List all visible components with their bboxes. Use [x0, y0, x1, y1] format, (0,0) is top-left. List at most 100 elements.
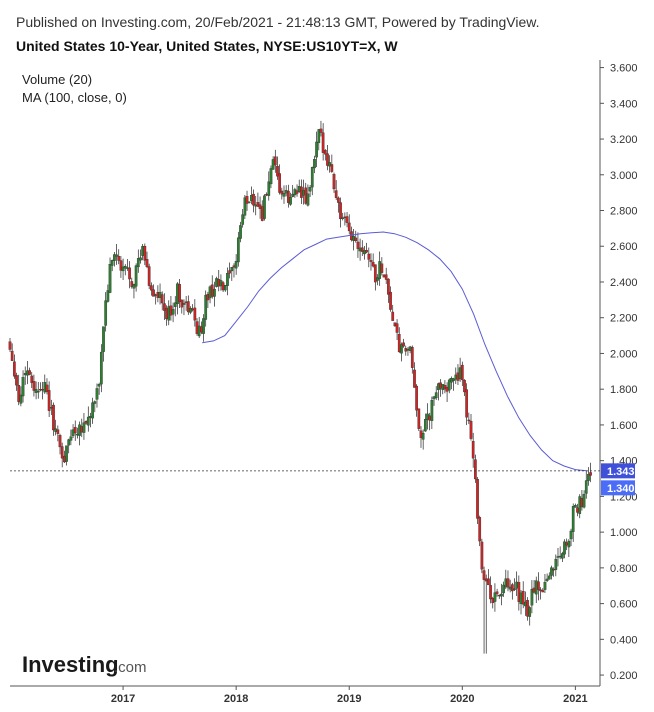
- candle-down: [521, 591, 525, 605]
- candle-up: [584, 480, 588, 494]
- candle-down: [12, 361, 16, 377]
- candle-down: [389, 291, 392, 310]
- y-tick-label: 0.200: [610, 670, 638, 682]
- y-tick-label: 3.200: [610, 134, 638, 146]
- candle-up: [173, 302, 177, 307]
- candle-up: [36, 390, 40, 393]
- x-tick-label: 2021: [563, 693, 587, 705]
- candle-down: [417, 408, 421, 429]
- candle-down: [334, 190, 338, 198]
- candle-up: [104, 300, 108, 326]
- legend-ma: MA (100, close, 0): [22, 90, 127, 105]
- candle-down: [276, 166, 279, 177]
- candle-up: [93, 401, 97, 404]
- candle-down: [410, 347, 414, 368]
- candle-up: [528, 607, 532, 617]
- candle-down: [495, 591, 499, 594]
- investing-logo: Investing .com: [22, 652, 147, 677]
- candle-down: [119, 260, 123, 271]
- candle-up: [269, 168, 273, 185]
- candle-up: [543, 582, 547, 590]
- candle-up: [204, 294, 208, 320]
- candle-down: [482, 570, 486, 580]
- candle-up: [400, 344, 403, 354]
- y-tick-label: 0.800: [610, 563, 638, 575]
- candle-up: [421, 432, 425, 440]
- candle-down: [149, 285, 153, 291]
- candle-up: [550, 567, 553, 576]
- candle-up: [223, 285, 227, 291]
- candle-up: [513, 588, 516, 590]
- candle-down: [145, 259, 149, 267]
- candle-down: [391, 311, 395, 321]
- candle-up: [91, 402, 94, 419]
- y-tick-label: 2.600: [610, 241, 638, 253]
- candle-up: [134, 265, 138, 287]
- candle-up: [282, 193, 286, 197]
- candle-down: [373, 264, 377, 283]
- ma-badge: 1.343: [601, 463, 635, 479]
- candle-down: [337, 197, 340, 203]
- x-axis: 2017 2018 2019 2020 2021: [111, 686, 588, 705]
- candle-down: [347, 222, 351, 232]
- candle-up: [530, 589, 534, 606]
- candle-up: [19, 394, 23, 404]
- candle-down: [537, 581, 540, 590]
- candle-up: [69, 436, 73, 441]
- y-tick-label: 1.600: [610, 420, 638, 432]
- candle-down: [286, 190, 290, 203]
- candle-down: [371, 262, 375, 267]
- candle-down: [178, 284, 181, 303]
- y-tick-label: 2.200: [610, 313, 638, 325]
- logo-main: Investing: [22, 652, 119, 677]
- published-info: Published on Investing.com, 20/Feb/2021 …: [16, 14, 540, 30]
- candle-up: [86, 416, 90, 426]
- candle-up: [574, 505, 577, 508]
- candle-down: [128, 267, 131, 280]
- candle-up: [308, 187, 312, 192]
- candle-up: [108, 264, 112, 293]
- candle-up: [110, 260, 114, 266]
- y-tick-label: 3.400: [610, 98, 638, 110]
- candle-down: [186, 301, 190, 313]
- candle-down: [460, 364, 464, 381]
- candle-up: [310, 166, 314, 188]
- candle-up: [317, 129, 321, 144]
- candle-down: [463, 380, 466, 393]
- candle-up: [563, 541, 566, 555]
- candle-down: [369, 260, 373, 262]
- candle-down: [160, 294, 164, 304]
- candle-down: [332, 174, 336, 190]
- candle-down: [345, 216, 349, 223]
- candle-up: [567, 540, 571, 548]
- candle-down: [278, 173, 281, 193]
- candle-down: [58, 435, 62, 448]
- candle-down: [480, 541, 484, 570]
- candle-down: [52, 404, 55, 431]
- candle-up: [236, 237, 240, 263]
- candle-up: [247, 201, 251, 203]
- candle-up: [21, 377, 25, 397]
- candle-down: [467, 419, 471, 422]
- candle-up: [113, 254, 116, 261]
- candle-up: [554, 558, 558, 570]
- candle-down: [330, 164, 334, 172]
- y-tick-label: 3.000: [610, 170, 638, 182]
- candle-down: [163, 303, 166, 311]
- y-tick-label: 1.800: [610, 384, 638, 396]
- candle-up: [376, 277, 379, 281]
- candle-up: [571, 506, 575, 532]
- candle-up: [226, 273, 229, 286]
- candle-up: [95, 388, 99, 400]
- candle-up: [65, 445, 68, 462]
- candle-up: [121, 266, 125, 272]
- candle-up: [106, 290, 110, 302]
- candle-up: [182, 303, 186, 305]
- candle-up: [230, 267, 234, 272]
- x-tick-label: 2017: [111, 693, 135, 705]
- candle-down: [117, 255, 121, 261]
- candle-down: [541, 590, 545, 593]
- candle-down: [323, 150, 327, 155]
- candle-down: [415, 385, 418, 411]
- candle-down: [476, 479, 479, 519]
